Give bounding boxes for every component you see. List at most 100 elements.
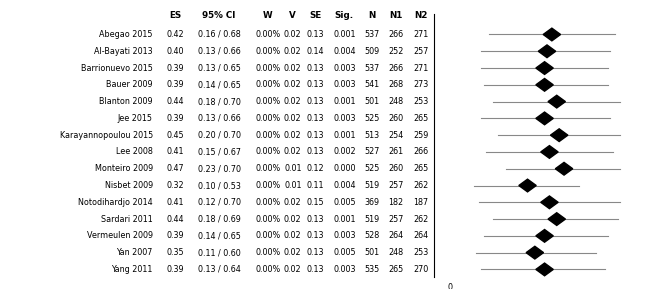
Text: Jee 2015: Jee 2015 bbox=[118, 114, 153, 123]
Text: 252: 252 bbox=[389, 47, 403, 56]
Text: Yan 2007: Yan 2007 bbox=[117, 248, 153, 257]
Text: 257: 257 bbox=[413, 47, 428, 56]
Text: 0.00%: 0.00% bbox=[255, 131, 281, 140]
Text: Al-Bayati 2013: Al-Bayati 2013 bbox=[94, 47, 153, 56]
Text: 0.00%: 0.00% bbox=[255, 80, 281, 89]
Text: 262: 262 bbox=[413, 214, 428, 224]
Text: 513: 513 bbox=[364, 131, 379, 140]
Text: Blanton 2009: Blanton 2009 bbox=[99, 97, 153, 106]
Text: V: V bbox=[289, 11, 296, 20]
Text: 0.12 / 0.70: 0.12 / 0.70 bbox=[198, 198, 241, 207]
Text: 253: 253 bbox=[413, 248, 428, 257]
Text: 525: 525 bbox=[364, 164, 379, 173]
Text: W: W bbox=[263, 11, 273, 20]
Text: Sardari 2011: Sardari 2011 bbox=[101, 214, 153, 224]
Text: SE: SE bbox=[310, 11, 322, 20]
Text: 525: 525 bbox=[364, 114, 379, 123]
Text: 0.003: 0.003 bbox=[333, 64, 356, 73]
Text: 0.001: 0.001 bbox=[333, 214, 356, 224]
Polygon shape bbox=[548, 213, 565, 225]
Text: 0.12: 0.12 bbox=[307, 164, 324, 173]
Text: 0.44: 0.44 bbox=[167, 97, 184, 106]
Text: 0.15: 0.15 bbox=[307, 198, 324, 207]
Text: 0.00%: 0.00% bbox=[255, 198, 281, 207]
Text: 0.13: 0.13 bbox=[307, 248, 324, 257]
Text: 0.35: 0.35 bbox=[167, 248, 184, 257]
Text: Nisbet 2009: Nisbet 2009 bbox=[105, 181, 153, 190]
Text: Bauer 2009: Bauer 2009 bbox=[106, 80, 153, 89]
Text: 0.02: 0.02 bbox=[284, 265, 302, 274]
Text: 0.00%: 0.00% bbox=[255, 164, 281, 173]
Polygon shape bbox=[551, 129, 568, 142]
Text: 0.39: 0.39 bbox=[167, 80, 184, 89]
Text: 0.16 / 0.68: 0.16 / 0.68 bbox=[198, 30, 241, 39]
Text: 0.02: 0.02 bbox=[284, 214, 302, 224]
Text: 541: 541 bbox=[364, 80, 379, 89]
Text: 0.14: 0.14 bbox=[307, 47, 324, 56]
Text: 0.02: 0.02 bbox=[284, 198, 302, 207]
Text: 0.00%: 0.00% bbox=[255, 97, 281, 106]
Text: 0.004: 0.004 bbox=[333, 181, 356, 190]
Text: Yang 2011: Yang 2011 bbox=[111, 265, 153, 274]
Text: 0.39: 0.39 bbox=[167, 231, 184, 240]
Text: 519: 519 bbox=[364, 214, 379, 224]
Text: 0.02: 0.02 bbox=[284, 131, 302, 140]
Text: 537: 537 bbox=[364, 64, 379, 73]
Text: 0.13: 0.13 bbox=[307, 147, 324, 156]
Text: 0.001: 0.001 bbox=[333, 97, 356, 106]
Text: 0.20 / 0.70: 0.20 / 0.70 bbox=[198, 131, 241, 140]
Text: 0.004: 0.004 bbox=[333, 47, 356, 56]
Text: 0.15 / 0.67: 0.15 / 0.67 bbox=[198, 147, 241, 156]
Text: 265: 265 bbox=[413, 114, 428, 123]
Text: 0.00%: 0.00% bbox=[255, 231, 281, 240]
Text: 95% CI: 95% CI bbox=[202, 11, 236, 20]
Polygon shape bbox=[536, 79, 553, 91]
Text: 0.00%: 0.00% bbox=[255, 64, 281, 73]
Polygon shape bbox=[536, 263, 553, 276]
Polygon shape bbox=[536, 112, 553, 125]
Text: 0.002: 0.002 bbox=[333, 147, 356, 156]
Text: 0.14 / 0.65: 0.14 / 0.65 bbox=[198, 231, 241, 240]
Polygon shape bbox=[526, 246, 543, 259]
Text: 266: 266 bbox=[413, 147, 428, 156]
Text: 0.18 / 0.69: 0.18 / 0.69 bbox=[198, 214, 241, 224]
Text: 0.32: 0.32 bbox=[167, 181, 184, 190]
Text: 0.003: 0.003 bbox=[333, 114, 356, 123]
Text: 273: 273 bbox=[413, 80, 428, 89]
Text: 0.003: 0.003 bbox=[333, 80, 356, 89]
Text: Notodihardjo 2014: Notodihardjo 2014 bbox=[78, 198, 153, 207]
Text: 0.14 / 0.65: 0.14 / 0.65 bbox=[198, 80, 241, 89]
Text: 271: 271 bbox=[413, 30, 428, 39]
Text: Sig.: Sig. bbox=[335, 11, 354, 20]
Text: N2: N2 bbox=[414, 11, 427, 20]
Text: 537: 537 bbox=[364, 30, 379, 39]
Text: Karayannopoulou 2015: Karayannopoulou 2015 bbox=[60, 131, 153, 140]
Text: 0.000: 0.000 bbox=[333, 164, 356, 173]
Text: 264: 264 bbox=[389, 231, 403, 240]
Text: 509: 509 bbox=[364, 47, 379, 56]
Text: 0.00%: 0.00% bbox=[255, 30, 281, 39]
Text: 369: 369 bbox=[364, 198, 379, 207]
Text: 268: 268 bbox=[389, 80, 403, 89]
Text: ES: ES bbox=[170, 11, 182, 20]
Text: 0.001: 0.001 bbox=[333, 30, 356, 39]
Text: 535: 535 bbox=[364, 265, 379, 274]
Text: 0.13: 0.13 bbox=[307, 214, 324, 224]
Text: 257: 257 bbox=[389, 214, 403, 224]
Text: 257: 257 bbox=[389, 181, 403, 190]
Polygon shape bbox=[536, 62, 553, 74]
Text: 259: 259 bbox=[413, 131, 428, 140]
Text: 260: 260 bbox=[389, 114, 403, 123]
Text: 0.13: 0.13 bbox=[307, 114, 324, 123]
Text: 265: 265 bbox=[389, 265, 403, 274]
Text: N: N bbox=[369, 11, 375, 20]
Text: 0.00%: 0.00% bbox=[255, 114, 281, 123]
Text: 0.13: 0.13 bbox=[307, 64, 324, 73]
Text: 271: 271 bbox=[413, 64, 428, 73]
Text: 0.41: 0.41 bbox=[167, 147, 184, 156]
Text: 0.40: 0.40 bbox=[167, 47, 184, 56]
Text: 0.39: 0.39 bbox=[167, 64, 184, 73]
Text: 519: 519 bbox=[364, 181, 379, 190]
Text: 0.003: 0.003 bbox=[333, 231, 356, 240]
Text: 264: 264 bbox=[413, 231, 428, 240]
